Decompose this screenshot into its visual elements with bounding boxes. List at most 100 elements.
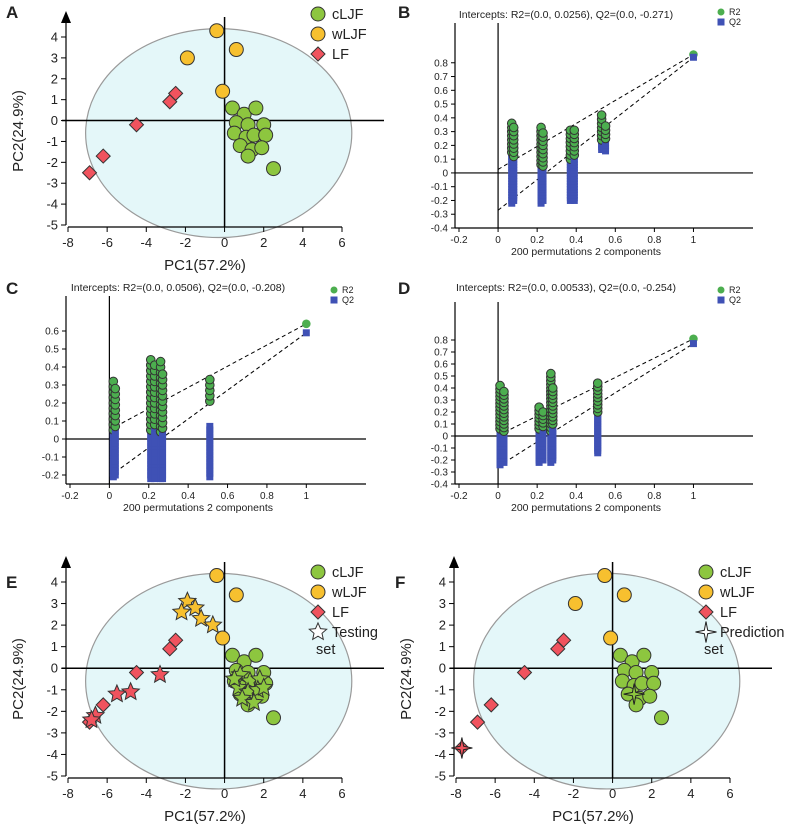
q2-point <box>111 431 119 439</box>
y-tick-label: 0.1 <box>45 417 59 428</box>
q2-point <box>147 464 155 472</box>
r2-point <box>508 122 519 133</box>
y-tick-label: 0.5 <box>434 372 448 383</box>
legend-label-testing-set: Testing set <box>316 625 378 658</box>
q2-point <box>151 457 159 465</box>
panel-d: D Intercepts: R2=(0.0, 0.00533), Q2=(0.0,… <box>398 279 753 514</box>
y-axis-label: PC2(24.9%) <box>10 90 27 172</box>
y-tick-label: 0 <box>442 432 448 443</box>
y-tick-label: 2 <box>51 71 58 86</box>
point-lf-star <box>107 683 127 703</box>
legend-marker-cljf <box>310 564 326 580</box>
x-tick-label: -8 <box>450 786 462 801</box>
point-wljf-circle <box>215 630 231 646</box>
r2-point <box>546 368 556 379</box>
r2-point <box>155 356 166 367</box>
y-axis-label: PC2(24.9%) <box>398 638 415 720</box>
x-axis-label: PC1(57.2%) <box>164 257 246 274</box>
x-tick-label: 0 <box>609 786 616 801</box>
q2-point <box>159 435 167 443</box>
y-tick-label: -4 <box>46 747 58 762</box>
y-tick-label: -0.2 <box>431 196 449 207</box>
point-cljf-circle <box>254 140 270 156</box>
panel-label: F <box>395 573 405 592</box>
q2-point-original <box>689 53 697 61</box>
y-tick-label: 0.6 <box>434 360 448 371</box>
legend-marker-q2 <box>717 18 725 26</box>
q2-point <box>147 435 155 443</box>
panel-label: C <box>6 279 18 298</box>
y-axis-label: PC2(24.9%) <box>10 638 27 720</box>
x-axis-label: PC1(57.2%) <box>164 808 246 825</box>
q2-point-original <box>689 340 697 348</box>
x-tick-label: -4 <box>529 786 541 801</box>
x-tick-label: 0 <box>221 235 228 250</box>
x-tick-label: -2 <box>180 235 192 250</box>
point-lf-diamond <box>128 664 145 681</box>
q2-point <box>206 455 214 463</box>
point-lf-star <box>81 709 102 729</box>
q2-point <box>147 467 155 475</box>
x-tick-label: 0.2 <box>142 491 156 502</box>
legend-label-r2: R2 <box>729 285 741 295</box>
y-tick-label: 0.8 <box>434 336 448 347</box>
x-tick-label: -4 <box>141 786 153 801</box>
q2-point <box>151 431 159 439</box>
legend-label-cljf: cLJF <box>720 565 752 581</box>
y-tick-label: 0 <box>51 113 58 128</box>
legend-label-q2: Q2 <box>729 17 741 27</box>
legend-label-wljf: wLJF <box>331 27 367 43</box>
x-axis-label: 200 permutations 2 components <box>511 246 661 258</box>
legend-marker-wljf <box>698 584 714 600</box>
legend-label-prediction-set: Prediction set <box>704 625 784 658</box>
r2-point <box>110 383 121 394</box>
y-axis-arrow <box>449 556 459 568</box>
x-tick-label: 1 <box>691 235 697 246</box>
y-tick-label: 1 <box>51 92 58 107</box>
y-tick-label: 0.5 <box>45 345 59 356</box>
x-tick-label: 0 <box>107 491 113 502</box>
y-tick-label: 3 <box>51 50 58 65</box>
x-tick-label: 4 <box>299 786 306 801</box>
intercepts-title: Intercepts: R2=(0.0, 0.00533), Q2=(0.0, … <box>456 282 676 294</box>
q2-point <box>159 467 167 475</box>
x-tick-label: 0.8 <box>647 235 661 246</box>
point-lf-cross-star <box>451 737 473 759</box>
y-tick-label: 0.3 <box>45 381 59 392</box>
y-tick-label: -0.3 <box>431 210 449 221</box>
x-tick-label: 2 <box>648 786 655 801</box>
y-tick-label: 4 <box>439 575 446 590</box>
x-tick-label: 1 <box>304 491 310 502</box>
y-axis-arrow <box>61 556 71 568</box>
y-tick-label: 0.6 <box>434 86 448 97</box>
point-cljf-circle <box>636 647 652 663</box>
q2-point <box>159 460 167 468</box>
point-lf-diamond <box>81 165 98 181</box>
x-tick-label: 1 <box>691 491 697 502</box>
y-tick-label: -1 <box>46 134 58 149</box>
y-tick-label: -0.2 <box>431 456 449 467</box>
point-lf-diamond <box>128 117 145 133</box>
point-wljf-circle <box>179 50 195 66</box>
legend-label-lf: LF <box>332 605 349 621</box>
legend-marker-q2 <box>330 296 338 304</box>
r2-point <box>596 110 607 120</box>
q2-point <box>147 475 155 483</box>
y-tick-label: -0.1 <box>431 182 449 193</box>
y-tick-label: -0.1 <box>42 453 60 464</box>
q2-point <box>151 435 159 443</box>
point-cljf-circle <box>646 675 662 691</box>
r2-point <box>547 383 558 393</box>
point-cljf-circle <box>654 710 669 726</box>
legend-marker-wljf <box>310 584 326 600</box>
y-tick-label: 0.1 <box>434 420 448 431</box>
x-tick-label: 2 <box>260 235 267 250</box>
x-tick-label: 0 <box>221 786 228 801</box>
point-wljf-circle <box>209 568 225 584</box>
legend-marker-r2 <box>717 8 725 16</box>
x-tick-label: 0.4 <box>569 235 583 246</box>
legend-label-line: set <box>704 642 723 658</box>
point-cljf-cross-star <box>623 683 645 705</box>
y-tick-label: 1 <box>439 639 446 654</box>
legend-marker-r2 <box>330 286 338 294</box>
